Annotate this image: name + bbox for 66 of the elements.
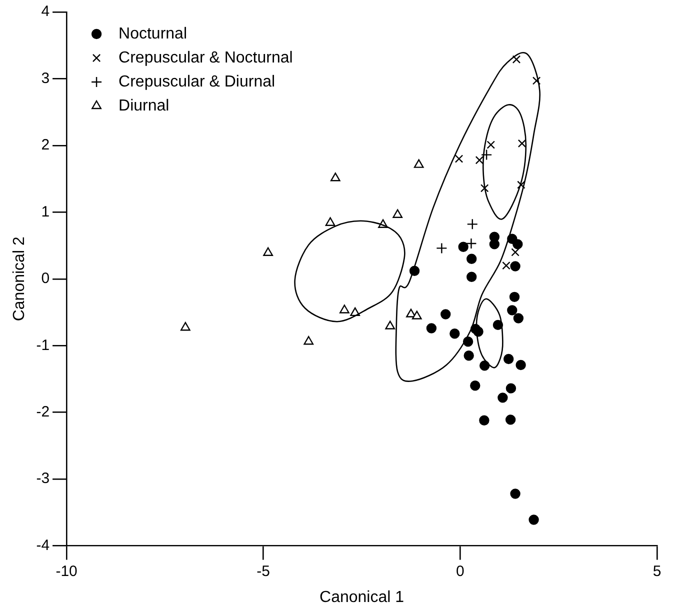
point bbox=[406, 308, 416, 318]
point bbox=[517, 180, 526, 189]
point bbox=[512, 55, 521, 64]
y-tick-label: -3 bbox=[36, 470, 50, 488]
y-tick-label: -1 bbox=[36, 336, 50, 354]
x-tick-label: -10 bbox=[56, 562, 78, 580]
point bbox=[489, 239, 500, 250]
legend-label: Nocturnal bbox=[118, 25, 188, 42]
point bbox=[507, 305, 518, 316]
point bbox=[498, 392, 508, 403]
point bbox=[466, 272, 477, 282]
point bbox=[513, 313, 524, 324]
y-tick-label: -4 bbox=[36, 536, 50, 554]
point bbox=[414, 159, 424, 168]
y-tick-label: 1 bbox=[41, 203, 50, 220]
point bbox=[466, 254, 477, 264]
point bbox=[518, 139, 526, 148]
point bbox=[330, 172, 340, 182]
point bbox=[470, 380, 480, 391]
point bbox=[464, 350, 474, 361]
point bbox=[325, 217, 336, 226]
legend-label: Crepuscular & Nocturnal bbox=[118, 49, 293, 66]
y-tick-label: 4 bbox=[41, 3, 50, 20]
point bbox=[479, 415, 490, 426]
point bbox=[480, 149, 492, 160]
y-tick-label: 3 bbox=[41, 70, 50, 87]
point bbox=[304, 336, 314, 345]
x-axis-title: Canonical 1 bbox=[320, 588, 404, 606]
y-tick-label: 0 bbox=[41, 270, 50, 288]
legend-label: Crepuscular & Diurnal bbox=[118, 73, 276, 90]
point bbox=[466, 238, 477, 250]
point bbox=[511, 248, 520, 256]
point bbox=[263, 247, 274, 256]
point bbox=[340, 304, 350, 314]
y-axis-title: Canonical 2 bbox=[11, 236, 28, 322]
point bbox=[450, 328, 460, 339]
point bbox=[528, 514, 539, 525]
point bbox=[512, 239, 523, 250]
point bbox=[505, 414, 516, 425]
point bbox=[503, 354, 514, 364]
point bbox=[466, 218, 478, 230]
point bbox=[516, 360, 526, 370]
point bbox=[532, 76, 541, 85]
point bbox=[458, 242, 468, 252]
point bbox=[392, 209, 403, 218]
y-tick-label: -2 bbox=[36, 403, 50, 420]
point bbox=[440, 309, 451, 320]
point bbox=[509, 292, 520, 302]
point bbox=[454, 154, 464, 163]
point bbox=[510, 488, 520, 499]
point bbox=[180, 322, 190, 331]
point bbox=[502, 261, 510, 270]
point bbox=[486, 140, 496, 149]
legend-label: Diurnal bbox=[118, 97, 170, 114]
point bbox=[426, 323, 437, 334]
point bbox=[475, 156, 484, 164]
y-tick-label: 2 bbox=[41, 136, 50, 154]
point bbox=[506, 383, 516, 394]
x-tick-label: 0 bbox=[456, 562, 464, 580]
point bbox=[510, 261, 520, 272]
point bbox=[436, 242, 448, 254]
point bbox=[480, 184, 489, 192]
point bbox=[412, 310, 422, 320]
x-tick-label: -5 bbox=[256, 562, 270, 580]
point bbox=[385, 320, 396, 330]
x-tick-label: 5 bbox=[652, 562, 662, 580]
